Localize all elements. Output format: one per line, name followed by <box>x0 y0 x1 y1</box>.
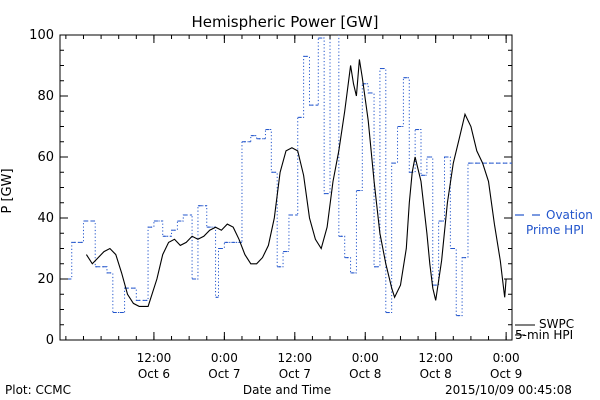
legend-ovation-label: Ovation <box>546 208 593 222</box>
ovation-prime-series <box>60 35 512 317</box>
plot-timestamp: 2015/10/09 00:45:08 <box>445 383 572 397</box>
y-tick-label: 80 <box>37 89 54 104</box>
y-axis: 0 20 40 60 80 100 <box>29 28 512 348</box>
x-tick-time: 12:00 <box>418 351 453 365</box>
y-tick-label: 60 <box>37 150 54 165</box>
swpc-series <box>85 59 507 307</box>
ovation-line <box>60 35 512 317</box>
x-axis: 12:00 Oct 6 0:00 Oct 7 12:00 Oct 7 0:00 Oct 8 12… <box>65 35 522 381</box>
swpc-line <box>85 59 507 307</box>
x-tick-time: 0:00 <box>352 351 379 365</box>
y-tick-label: 20 <box>37 272 54 287</box>
y-tick-label: 40 <box>37 211 54 226</box>
y-axis-label: P [GW] <box>0 168 15 213</box>
x-tick-time: 12:00 <box>137 351 172 365</box>
x-tick-date: Oct 8 <box>349 367 381 381</box>
x-axis-label: Date and Time <box>243 383 331 397</box>
x-tick-date: Oct 8 <box>420 367 452 381</box>
chart-title: Hemispheric Power [GW] <box>192 13 379 31</box>
x-tick-date: Oct 6 <box>138 367 170 381</box>
x-tick-time: 12:00 <box>278 351 313 365</box>
plot-credit: Plot: CCMC <box>5 383 71 397</box>
x-tick-time: 0:00 <box>493 351 520 365</box>
x-tick-date: Oct 7 <box>279 367 311 381</box>
legend-ovation-label-2: Prime HPI <box>526 223 584 237</box>
x-tick-date: Oct 7 <box>208 367 240 381</box>
x-tick-time: 0:00 <box>211 351 238 365</box>
legend-swpc-label: SWPC <box>539 317 574 331</box>
y-tick-label: 0 <box>46 333 54 348</box>
y-tick-label: 100 <box>29 28 54 43</box>
x-tick-date: Oct 9 <box>490 367 522 381</box>
legend-swpc-label-2: 5-min HPI <box>515 328 573 342</box>
